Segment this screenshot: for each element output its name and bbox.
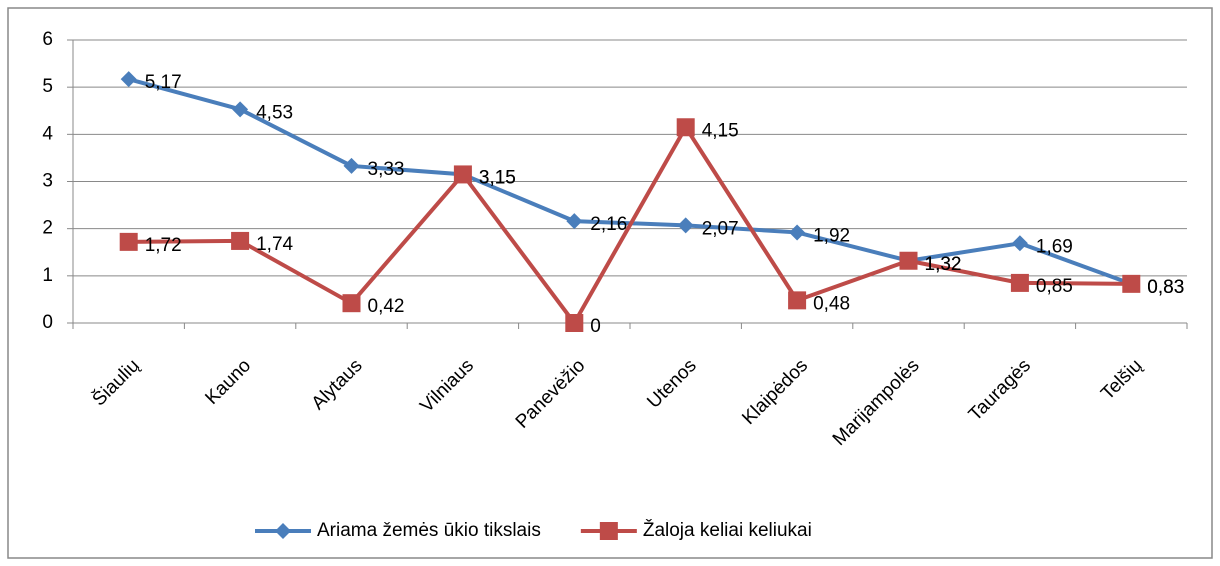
- series-line: [128, 125, 1132, 325]
- data-point: [232, 101, 249, 118]
- data-label: 1,72: [145, 235, 182, 256]
- data-point: [1122, 274, 1141, 293]
- legend-label: Žaloja keliai keliukai: [643, 519, 812, 541]
- data-point: [677, 217, 694, 234]
- data-point: [231, 231, 250, 250]
- data-label: 3,33: [368, 159, 405, 180]
- data-label: 4,15: [702, 120, 739, 141]
- data-label: 0,83: [1147, 277, 1184, 298]
- data-label: 2,07: [702, 218, 739, 239]
- y-tick-label: 1: [42, 265, 53, 286]
- legend-label: Ariama žemės ūkio tikslais: [317, 520, 541, 541]
- data-label: 3,15: [479, 167, 516, 188]
- y-tick-label: 4: [42, 123, 53, 144]
- data-label: 0,83: [1147, 277, 1184, 298]
- legend-marker: [275, 523, 291, 539]
- data-point: [788, 291, 807, 310]
- legend-marker: [599, 522, 618, 540]
- y-tick-label: 3: [42, 171, 53, 192]
- data-label: 0,48: [813, 293, 850, 314]
- data-label: 1,32: [925, 254, 962, 275]
- data-point: [453, 165, 472, 184]
- data-label: 3,15: [479, 167, 516, 188]
- data-label: 0,42: [368, 296, 405, 317]
- data-point: [343, 157, 360, 174]
- y-tick-label: 0: [42, 312, 53, 333]
- data-label: 1,74: [256, 234, 293, 255]
- data-point: [119, 232, 138, 251]
- data-point: [899, 251, 918, 270]
- data-point: [120, 71, 137, 88]
- data-label: 2,16: [590, 214, 627, 235]
- data-point: [1010, 273, 1029, 292]
- data-label: 0: [590, 316, 601, 337]
- data-label: 1,92: [813, 225, 850, 246]
- data-point: [342, 294, 361, 313]
- data-point: [1011, 235, 1028, 252]
- y-tick-label: 2: [42, 218, 53, 239]
- y-tick-label: 6: [42, 29, 53, 50]
- data-point: [676, 118, 695, 137]
- y-tick-label: 5: [42, 76, 53, 97]
- data-label: 5,17: [145, 72, 182, 93]
- data-point: [565, 314, 584, 332]
- data-label: 0,85: [1036, 276, 1073, 297]
- data-label: 1,32: [925, 254, 962, 275]
- data-label: 4,53: [256, 102, 293, 123]
- data-point: [789, 224, 806, 241]
- data-point: [566, 213, 583, 230]
- data-label: 1,69: [1036, 236, 1073, 257]
